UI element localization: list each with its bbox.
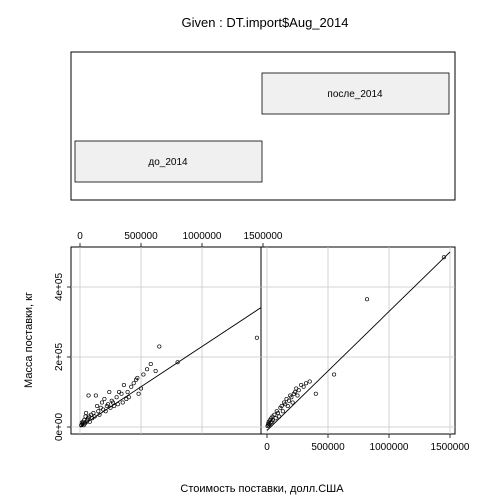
data-point <box>121 382 126 388</box>
data-point <box>110 400 115 405</box>
data-point <box>136 391 141 396</box>
data-point <box>157 344 162 349</box>
panel-plot-area-2 <box>261 247 455 434</box>
fit-line <box>266 251 451 431</box>
data-point <box>131 381 136 386</box>
data-point <box>129 384 134 389</box>
x-axis-label: Стоимость поставки, долл.США <box>180 483 344 495</box>
given-panel-frame <box>70 51 456 201</box>
data-point <box>364 297 370 302</box>
data-point <box>295 393 300 398</box>
data-point <box>307 379 312 384</box>
chart-title: Given : DT.import$Aug_2014 <box>182 15 349 30</box>
data-point <box>296 388 301 393</box>
data-point <box>102 396 107 402</box>
data-point <box>175 360 180 365</box>
data-point <box>441 255 446 260</box>
data-point <box>289 395 294 400</box>
data-point <box>93 393 98 398</box>
data-point <box>125 389 130 395</box>
y-tick-label: 0e+00 <box>54 413 65 442</box>
given-interval-label-2: после_2014 <box>327 89 383 100</box>
scatter-panel-2 <box>261 247 455 434</box>
data-point <box>290 400 295 405</box>
data-point <box>126 395 131 400</box>
axes-layer: 0 500000 1000000 1500000 0 500000 1000000 15000… <box>54 231 470 453</box>
data-point <box>268 420 273 425</box>
scatter-panel-1 <box>71 247 261 434</box>
x-tick-label: 0 <box>264 442 270 453</box>
scatter-panel-1-frame <box>70 246 262 435</box>
given-interval-bar-2 <box>261 72 450 115</box>
scatter-panel-2-frame <box>260 246 456 435</box>
data-point <box>153 368 158 374</box>
x-tick-label: 1000000 <box>370 442 409 453</box>
panels-layer <box>71 247 455 434</box>
data-point <box>275 410 281 416</box>
data-point <box>106 402 111 407</box>
x-tick-label: 1000000 <box>183 231 222 242</box>
data-point <box>285 403 290 409</box>
panel-plot-area-1 <box>71 247 261 434</box>
data-point <box>279 403 284 409</box>
x-tick-label: 1500000 <box>244 231 283 242</box>
data-point <box>96 409 101 414</box>
data-point <box>86 393 91 398</box>
data-point <box>273 416 278 421</box>
data-point <box>332 372 337 377</box>
y-axis-label: Масса поставки, кг <box>23 292 35 388</box>
y-tick-label: 2e+05 <box>54 343 65 372</box>
given-interval-bar-1 <box>74 140 263 183</box>
given-interval-label-1: до_2014 <box>148 157 188 168</box>
data-point <box>135 375 140 381</box>
data-point <box>293 389 298 395</box>
data-point <box>120 400 125 405</box>
x-tick-label: 500000 <box>124 231 158 242</box>
data-point <box>280 409 285 414</box>
data-point <box>145 367 150 372</box>
data-point <box>99 400 105 405</box>
data-point <box>84 410 89 416</box>
data-point <box>301 384 306 389</box>
data-point <box>91 410 96 416</box>
data-point <box>107 389 112 395</box>
data-point <box>313 391 318 396</box>
data-point <box>119 391 124 396</box>
data-point <box>95 403 100 409</box>
x-tick-label: 1500000 <box>431 442 470 453</box>
x-tick-label: 500000 <box>311 442 345 453</box>
data-point <box>148 361 153 367</box>
data-point <box>272 412 277 417</box>
data-point <box>303 381 309 386</box>
x-tick-label: 0 <box>77 231 83 242</box>
fit-line <box>79 307 261 428</box>
y-tick-label: 4e+05 <box>54 273 65 302</box>
data-point <box>254 335 259 340</box>
data-point <box>114 395 119 400</box>
data-point <box>286 398 292 403</box>
data-point <box>141 372 146 377</box>
